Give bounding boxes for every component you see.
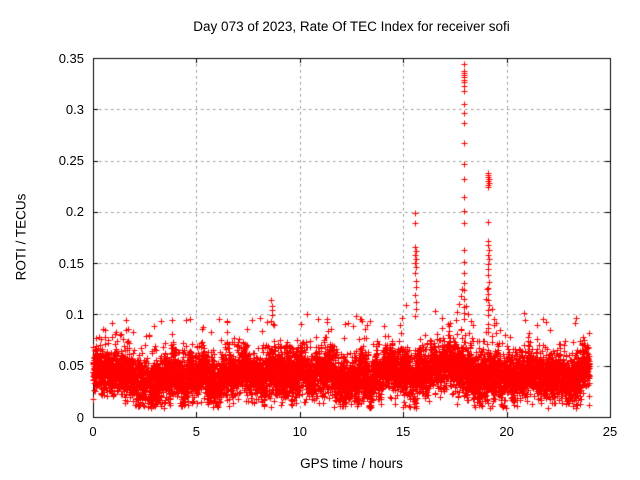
y-tick-label: 0.3: [65, 101, 84, 117]
y-tick-label: 0.1: [65, 306, 84, 322]
y-tick-label: 0.25: [58, 153, 84, 169]
x-tick-label: 25: [602, 424, 618, 439]
y-tick-label: 0.35: [58, 50, 84, 66]
y-tick-label: 0.05: [58, 358, 84, 374]
x-tick-label: 15: [395, 424, 411, 439]
x-tick-label: 20: [499, 424, 514, 439]
y-tick-label: 0.2: [65, 204, 84, 220]
x-tick-label: 5: [192, 424, 200, 439]
x-tick-label: 0: [89, 424, 97, 439]
y-tick-label: 0.15: [58, 255, 84, 271]
x-axis-label: GPS time / hours: [300, 456, 403, 471]
y-tick-label: 0: [76, 409, 84, 425]
chart-title: Day 073 of 2023, Rate Of TEC Index for r…: [193, 19, 510, 34]
x-tick-label: 10: [292, 424, 308, 439]
